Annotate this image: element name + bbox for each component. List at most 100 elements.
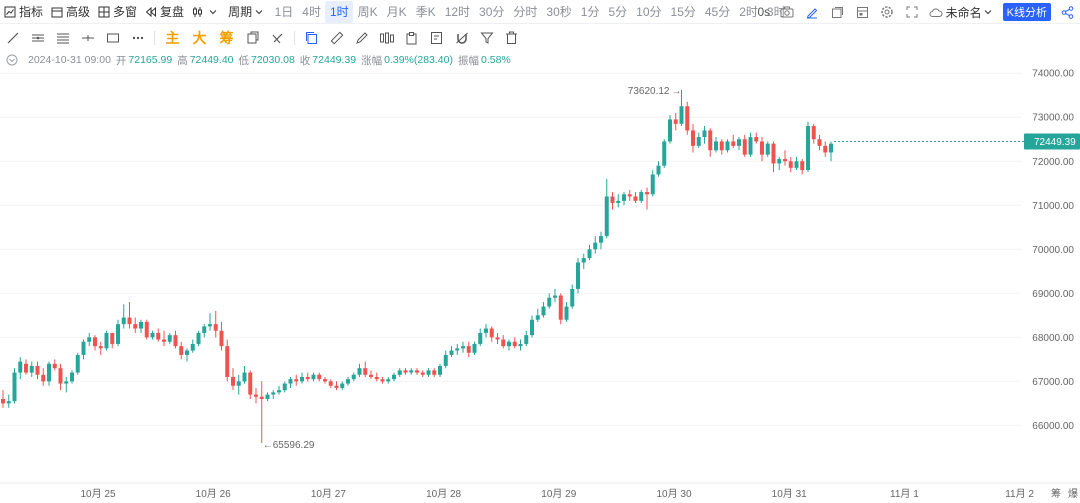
indicator-shortcut-button[interactable]: 筹 [219,30,234,46]
candle-body [219,330,224,347]
horizontal-line-icon[interactable] [75,26,100,50]
current-price-tag: 72449.39 [834,133,1080,150]
corner-chip-icon[interactable]: 筹 [1051,487,1061,500]
period-selector[interactable]: 周期 [224,0,270,24]
candle [35,361,40,380]
period-option[interactable]: 12时 [444,5,471,19]
trendline-icon[interactable] [0,26,25,50]
candle [461,341,465,353]
candle [455,343,460,355]
period-option[interactable]: 2时 [739,5,758,19]
candle-body [282,383,287,391]
cloud-icon [929,8,943,17]
candle-body [167,335,172,342]
candle-body [150,332,155,338]
collapse-chevron-icon[interactable] [6,54,18,66]
y-tick-label: 74000.00 [1032,69,1074,80]
period-option[interactable]: 15分 [670,5,696,19]
amplitude-value: 0.58% [480,54,511,66]
fullscreen-icon[interactable] [900,0,925,24]
price-axis[interactable]: 74000.00 73000.00 72000.00 71000.00 70000.00… [1032,69,1074,432]
camera-icon[interactable] [775,0,800,24]
candle [604,178,609,239]
candle [507,339,511,351]
candle [817,134,822,151]
low-marker-arrow-icon: ← [263,440,273,451]
indicator-shortcut-button[interactable]: 大 [192,30,207,46]
corner-liquidation-icon[interactable]: 爆 [1068,488,1078,500]
popout-icon[interactable] [825,0,850,24]
note-edit-icon[interactable] [424,26,449,50]
period-option[interactable]: 月K [386,5,407,19]
candle-body [679,106,684,124]
candles-tool-icon[interactable] [374,26,399,50]
indicator-shortcut-button[interactable]: 主 [165,30,180,46]
template-icon[interactable] [850,0,875,24]
candle [150,330,155,340]
indicator-icon [4,6,16,17]
y-tick-label: 73000.00 [1032,113,1074,124]
x-tick-label: 10月 27 [311,488,346,500]
period-option[interactable]: 5分 [608,5,628,19]
pencil-icon[interactable] [349,26,374,50]
candle-body [777,159,782,164]
candle [282,381,287,393]
pen-icon[interactable] [800,0,825,24]
period-option[interactable]: 30分 [479,5,505,19]
brush-icon[interactable] [265,26,290,50]
copy-icon[interactable] [299,26,324,50]
candle-body [357,368,362,375]
filter-icon[interactable] [474,26,499,50]
candle-body [369,374,373,377]
ruler-icon[interactable] [324,26,349,50]
period-option[interactable]: 周K [357,5,378,19]
advanced-button[interactable]: 高级 [47,0,94,24]
rectangle-icon[interactable] [100,26,125,50]
period-option[interactable]: 10分 [636,5,662,19]
undo-icon[interactable] [240,26,265,50]
period-option[interactable]: 1日 [274,5,294,19]
indicators-button[interactable]: 指标 [0,0,47,24]
candle-body [524,335,529,344]
candle [650,170,655,197]
kline-analysis-button[interactable]: K线分析 [1002,3,1051,21]
clipboard-icon[interactable] [399,26,424,50]
gear-icon[interactable] [875,0,900,24]
candle [553,288,557,303]
period-option[interactable]: 1分 [580,5,600,19]
period-option[interactable]: 分时 [513,5,538,19]
candle-body [570,288,575,307]
multi-window-button[interactable]: 多窗 [94,0,141,24]
chart-type-button[interactable] [188,0,224,24]
share-icon[interactable] [1055,0,1080,24]
more-icon[interactable] [125,26,150,50]
drawing-toolbar: 主大筹 [0,26,1080,50]
period-option[interactable]: 1时 [325,0,354,23]
low-marker-label: 65596.29 [273,440,315,451]
candlestick-chart[interactable]: 73620.12 → ← 65596.29 74000.00 73000.00 72… [0,60,1080,503]
time-axis[interactable]: 10月 25 10月 26 10月 27 10月 28 10月 29 10月 30 10月 … [0,482,1080,500]
candle [530,315,534,338]
candle [409,368,414,375]
candle [259,381,264,443]
candle [725,139,730,153]
period-option[interactable]: 30秒 [546,5,572,19]
trash-icon[interactable] [499,26,524,50]
period-option[interactable]: 季K [415,5,436,19]
candle [144,319,149,340]
candle-body [12,372,17,402]
fib-lines-icon[interactable] [50,26,75,50]
replay-button[interactable]: 复盘 [141,0,188,24]
period-option[interactable]: 4时 [302,5,321,19]
parallel-lines-icon[interactable] [25,26,50,50]
candle [47,361,51,386]
period-option[interactable]: 45分 [704,5,731,19]
layout-name-button[interactable]: 未命名 [925,0,999,24]
magnet-icon[interactable] [449,26,474,50]
candle-body [760,141,764,155]
candle-body [139,321,143,329]
candle-body [806,126,810,171]
candle [98,341,103,355]
candle-body [403,370,408,373]
candle-body [627,194,632,197]
